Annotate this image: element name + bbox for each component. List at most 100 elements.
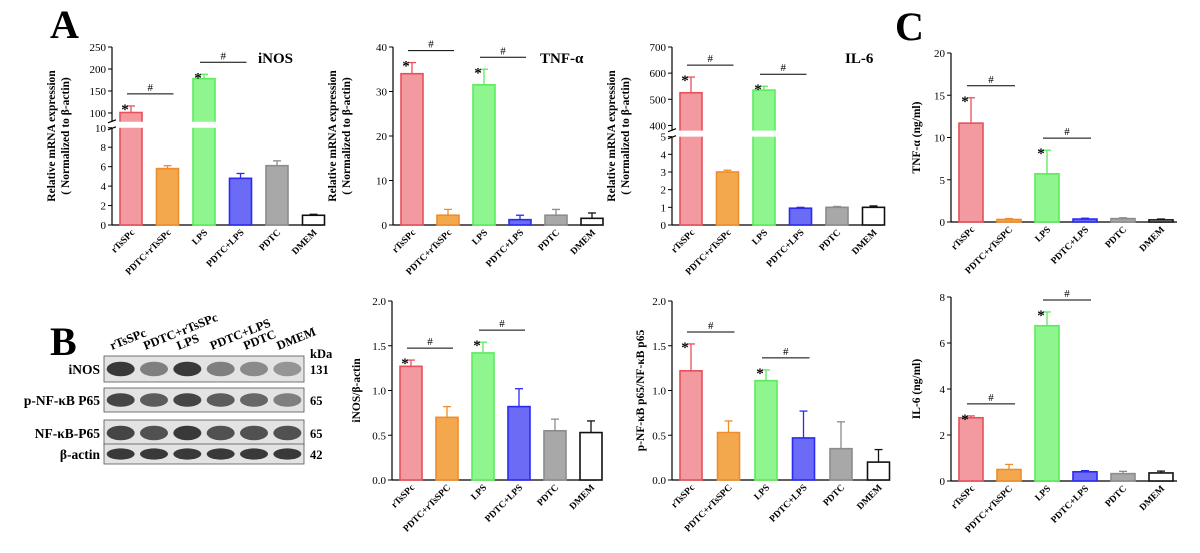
bar-p65_wb-5 bbox=[866, 461, 891, 481]
blot-band bbox=[273, 393, 302, 407]
category-label: PDTC bbox=[537, 228, 562, 253]
bar-tnf_mrna-4 bbox=[544, 214, 568, 226]
blot-protein-label: p-NF-κB P65 bbox=[24, 393, 100, 408]
significance-hash: # bbox=[500, 45, 506, 57]
significance-star: * bbox=[121, 102, 129, 118]
category-label: PDTC bbox=[258, 228, 283, 253]
significance-star: * bbox=[1037, 146, 1045, 162]
category-label: PDTC bbox=[1104, 484, 1129, 509]
y-tick-label: 20 bbox=[376, 131, 388, 143]
blot-protein-label: iNOS bbox=[68, 362, 100, 377]
kda-label: kDa bbox=[310, 347, 333, 361]
significance-star: * bbox=[754, 82, 762, 98]
blot-band bbox=[106, 425, 135, 441]
bar-il6_mrna-4 bbox=[825, 206, 849, 226]
blot-kda-value: 65 bbox=[310, 394, 323, 408]
chart-il6_mrna: 400500600700012345*rTsSPcPDTC+rTsSPc*LPS… bbox=[606, 42, 886, 278]
y-axis-label-line2: ( Normalized to β-actin) bbox=[620, 77, 632, 195]
category-label: PDTC bbox=[822, 483, 847, 508]
y-tick-label: 0.0 bbox=[372, 475, 386, 487]
blot-band bbox=[240, 361, 268, 377]
y-tick-label: 2.0 bbox=[372, 296, 386, 308]
y-axis-label: iNOS/β-actin bbox=[351, 358, 363, 423]
bar-tnf_protein-3 bbox=[1072, 218, 1098, 223]
category-label: LPS bbox=[1034, 484, 1053, 503]
bar-tnf_mrna-5 bbox=[580, 217, 604, 226]
blot-kda-value: 42 bbox=[310, 448, 323, 462]
bar-break-gap bbox=[192, 121, 216, 128]
bar-inos_mrna-1 bbox=[155, 167, 180, 226]
chart-title: IL-6 bbox=[845, 51, 874, 67]
y-tick-label: 0 bbox=[382, 220, 388, 232]
y-tick-label: 1 bbox=[661, 202, 667, 214]
significance-hash: # bbox=[988, 392, 994, 404]
category-label: DMEM bbox=[291, 228, 320, 257]
bar-tnf_protein-5 bbox=[1148, 219, 1174, 223]
category-label: rTsSPc bbox=[950, 225, 977, 252]
blot-band bbox=[273, 425, 302, 441]
y-tick-label: 0 bbox=[101, 220, 107, 232]
panel-label-b: B bbox=[50, 319, 77, 364]
axis-break-mark bbox=[107, 119, 117, 124]
significance-star: * bbox=[961, 412, 969, 428]
significance-star: * bbox=[961, 94, 969, 110]
category-label: LPS bbox=[191, 228, 210, 247]
y-tick-label: 40 bbox=[376, 42, 388, 54]
bar-p65_wb-2 bbox=[754, 379, 778, 481]
y-tick-label: 6 bbox=[940, 338, 946, 350]
category-label: LPS bbox=[470, 483, 489, 502]
category-label: DMEM bbox=[568, 483, 597, 512]
y-tick-label: 1.5 bbox=[652, 341, 666, 353]
significance-hash: # bbox=[499, 318, 505, 330]
significance-hash: # bbox=[708, 320, 714, 332]
significance-star: * bbox=[474, 65, 482, 81]
y-tick-label: 6 bbox=[101, 162, 107, 174]
significance-star: * bbox=[681, 340, 689, 356]
bar-il6_protein-2 bbox=[1034, 324, 1060, 482]
y-tick-label: 600 bbox=[650, 68, 667, 80]
bar-inos_mrna-2 bbox=[192, 77, 216, 226]
bar-inos_mrna-4 bbox=[265, 164, 289, 226]
chart-title: TNF-α bbox=[540, 51, 584, 67]
bar-il6_mrna-3 bbox=[788, 207, 813, 226]
significance-star: * bbox=[194, 70, 202, 86]
significance-hash: # bbox=[988, 74, 994, 86]
blot-band bbox=[106, 448, 135, 460]
bar-break-gap bbox=[752, 130, 776, 137]
y-tick-label: 0.0 bbox=[652, 475, 666, 487]
chart-p65_wb: 0.00.51.01.52.0*rTsSPcPDTC+rTsSPC*LPSPDT… bbox=[635, 296, 891, 534]
category-label: DMEM bbox=[1138, 225, 1167, 254]
y-axis-label: Relative mRNA expression bbox=[327, 70, 339, 202]
axis-break-mark bbox=[667, 128, 677, 133]
category-label: PDTC+LPS bbox=[1050, 225, 1092, 267]
y-axis-label-line2: ( Normalized to β-actin) bbox=[341, 77, 353, 195]
blot-band bbox=[173, 448, 202, 460]
blot-band bbox=[240, 425, 268, 441]
category-label: PDTC+LPS bbox=[1050, 484, 1092, 526]
y-tick-label: 0.5 bbox=[652, 430, 666, 442]
chart-title: iNOS bbox=[258, 51, 293, 67]
y-tick-label: 10 bbox=[934, 133, 946, 145]
y-tick-label: 150 bbox=[90, 86, 107, 98]
significance-star: * bbox=[473, 338, 481, 354]
category-label: LPS bbox=[751, 228, 770, 247]
blot-band bbox=[140, 393, 168, 407]
bar-tnf_protein-4 bbox=[1110, 217, 1136, 223]
blot-protein-label: β-actin bbox=[60, 447, 101, 462]
significance-hash: # bbox=[428, 39, 434, 51]
bar-tnf_mrna-2 bbox=[472, 84, 496, 226]
category-label: LPS bbox=[471, 228, 490, 247]
y-axis-label: Relative mRNA expression bbox=[606, 70, 618, 202]
category-label: PDTC+LPS bbox=[205, 228, 247, 270]
category-label: DMEM bbox=[851, 228, 880, 257]
y-tick-label: 400 bbox=[650, 120, 667, 132]
blot-kda-value: 131 bbox=[310, 363, 329, 377]
bar-tnf_protein-0 bbox=[958, 122, 984, 223]
y-tick-label: 250 bbox=[90, 42, 107, 54]
significance-star: * bbox=[402, 59, 410, 75]
bar-break-gap bbox=[119, 121, 143, 128]
significance-star: * bbox=[681, 73, 689, 89]
